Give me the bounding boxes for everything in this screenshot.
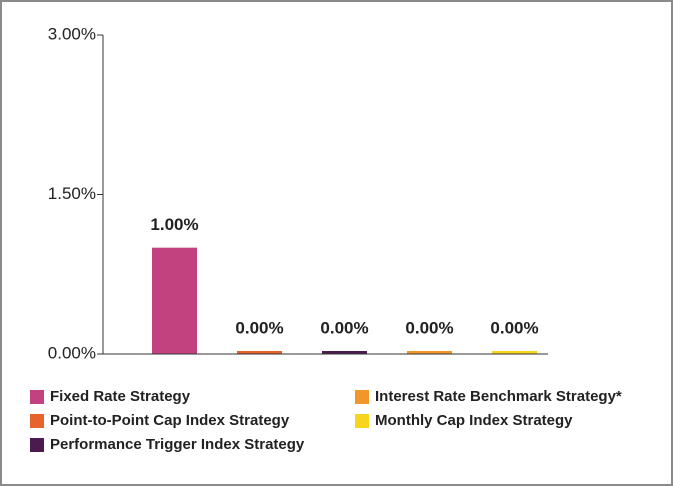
value-label: 0.00% <box>405 318 453 337</box>
legend-label: Fixed Rate Strategy <box>50 388 191 405</box>
bar <box>152 247 197 354</box>
y-tick-label: 1.50% <box>48 184 96 203</box>
bar <box>492 351 537 354</box>
legend-label: Monthly Cap Index Strategy <box>375 412 573 429</box>
value-label: 0.00% <box>235 318 283 337</box>
legend-label: Interest Rate Benchmark Strategy* <box>375 388 622 405</box>
legend-label: Point-to-Point Cap Index Strategy <box>50 412 290 429</box>
value-label: 0.00% <box>320 318 368 337</box>
y-tick-label: 3.00% <box>48 24 96 43</box>
legend-swatch <box>355 414 369 428</box>
y-tick-label: 0.00% <box>48 343 96 362</box>
bar <box>407 351 452 354</box>
legend-label: Performance Trigger Index Strategy <box>50 436 305 453</box>
value-label: 1.00% <box>150 215 198 234</box>
legend-swatch <box>30 390 44 404</box>
legend-swatch <box>30 414 44 428</box>
bar <box>237 351 282 354</box>
legend-swatch <box>30 438 44 452</box>
bar <box>322 351 367 354</box>
legend-swatch <box>355 390 369 404</box>
value-label: 0.00% <box>490 318 538 337</box>
